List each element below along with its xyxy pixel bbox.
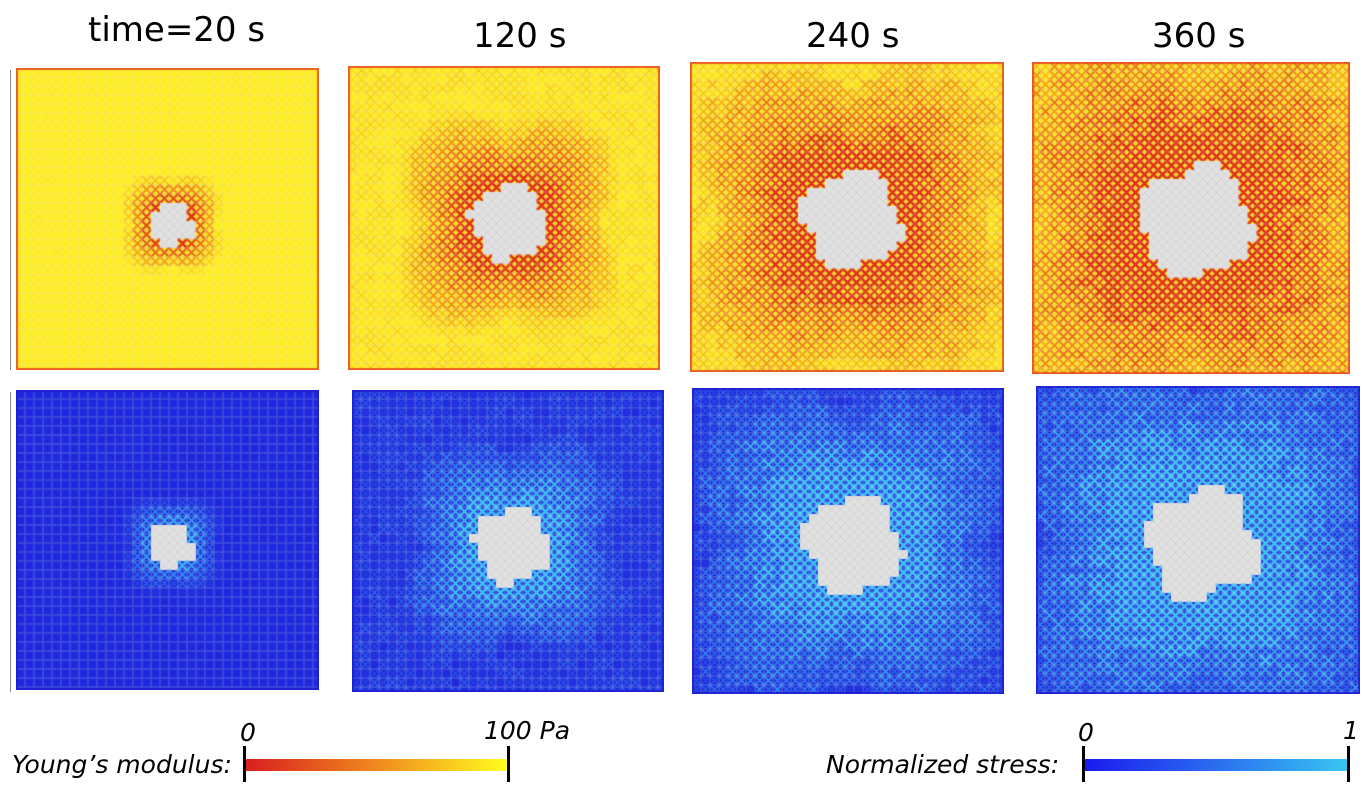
modulus-panel-t360 bbox=[1032, 62, 1350, 374]
title-t120: 120 s bbox=[473, 16, 567, 56]
title-t240: 240 s bbox=[806, 16, 900, 56]
axis-left-bottom bbox=[10, 392, 11, 692]
modulus-colorbar-max: 100 Pa bbox=[484, 716, 571, 745]
stress-panel-t240 bbox=[692, 388, 1004, 694]
stress-colorbar-tick-min bbox=[1082, 746, 1085, 782]
modulus-colorbar bbox=[245, 759, 509, 771]
modulus-colorbar-label: Young’s modulus: bbox=[12, 750, 232, 779]
modulus-panel-t240 bbox=[690, 62, 1004, 372]
modulus-panel-t20 bbox=[16, 68, 319, 370]
stress-colorbar-tick-max bbox=[1347, 746, 1350, 782]
stress-colorbar-min: 0 bbox=[1078, 718, 1094, 747]
stress-panel-t360 bbox=[1036, 386, 1360, 694]
axis-left-top bbox=[10, 70, 11, 370]
stress-colorbar bbox=[1084, 759, 1349, 771]
modulus-panel-t120 bbox=[348, 66, 660, 370]
stress-colorbar-max: 1 bbox=[1343, 716, 1359, 745]
title-t20: time=20 s bbox=[88, 10, 266, 50]
stress-panel-t120 bbox=[352, 390, 664, 692]
title-t360: 360 s bbox=[1152, 16, 1246, 56]
modulus-colorbar-tick-min bbox=[243, 746, 246, 782]
modulus-colorbar-min: 0 bbox=[240, 718, 256, 747]
modulus-colorbar-tick-max bbox=[507, 746, 510, 782]
stress-panel-t20 bbox=[16, 390, 319, 690]
stress-colorbar-label: Normalized stress: bbox=[826, 750, 1060, 779]
